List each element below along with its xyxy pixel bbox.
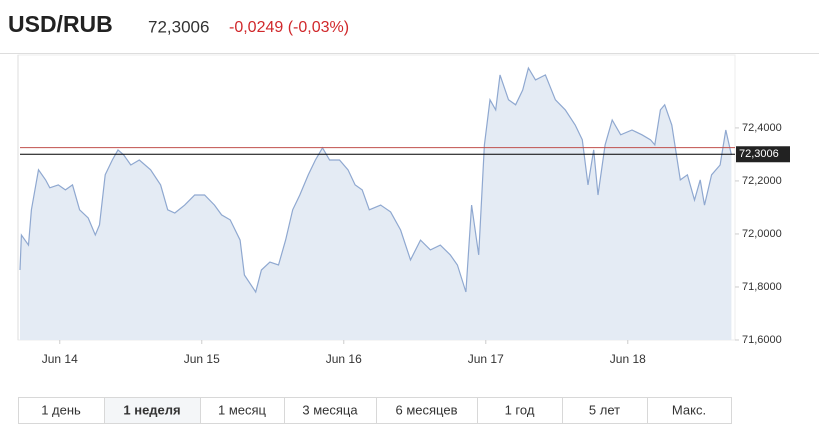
period-button[interactable] — [376, 397, 478, 424]
last-value-label: 72,3006 — [739, 148, 779, 160]
period-button[interactable] — [284, 397, 377, 424]
period-label[interactable]: 6 месяцев — [396, 402, 458, 417]
period-button[interactable] — [477, 397, 563, 424]
price: 72,3006 — [148, 17, 209, 36]
period-button[interactable] — [200, 397, 285, 424]
x-tick-label: Jun 16 — [326, 352, 362, 366]
period-label[interactable]: 1 неделя — [123, 402, 180, 417]
x-tick-label: Jun 17 — [468, 352, 504, 366]
chart-title: USD/RUB — [8, 11, 113, 37]
period-label[interactable]: 1 год — [505, 402, 535, 417]
period-label[interactable]: 3 месяца — [302, 402, 358, 417]
y-tick-label: 71,6000 — [742, 334, 782, 346]
period-label[interactable]: Макс. — [672, 402, 706, 417]
period-label[interactable]: 1 месяц — [218, 402, 267, 417]
period-button[interactable] — [18, 397, 105, 424]
y-tick-label: 71,8000 — [742, 281, 782, 293]
line — [19, 66, 732, 294]
x-tick-label: Jun 18 — [610, 352, 646, 366]
period-button[interactable] — [647, 397, 732, 424]
change: -0,0249 (-0,03%) — [229, 19, 349, 36]
x-tick-label: Jun 15 — [184, 352, 220, 366]
x-tick-label: Jun 14 — [42, 352, 78, 366]
area — [20, 68, 732, 340]
y-tick-label: 72,2000 — [742, 175, 782, 187]
last-value-box — [736, 146, 790, 163]
period-button[interactable] — [104, 397, 201, 424]
y-tick-label: 72,0000 — [742, 228, 782, 240]
y-tick-label: 72,4000 — [742, 122, 782, 134]
period-label[interactable]: 1 день — [41, 402, 81, 417]
period-label[interactable]: 5 лет — [589, 402, 620, 417]
